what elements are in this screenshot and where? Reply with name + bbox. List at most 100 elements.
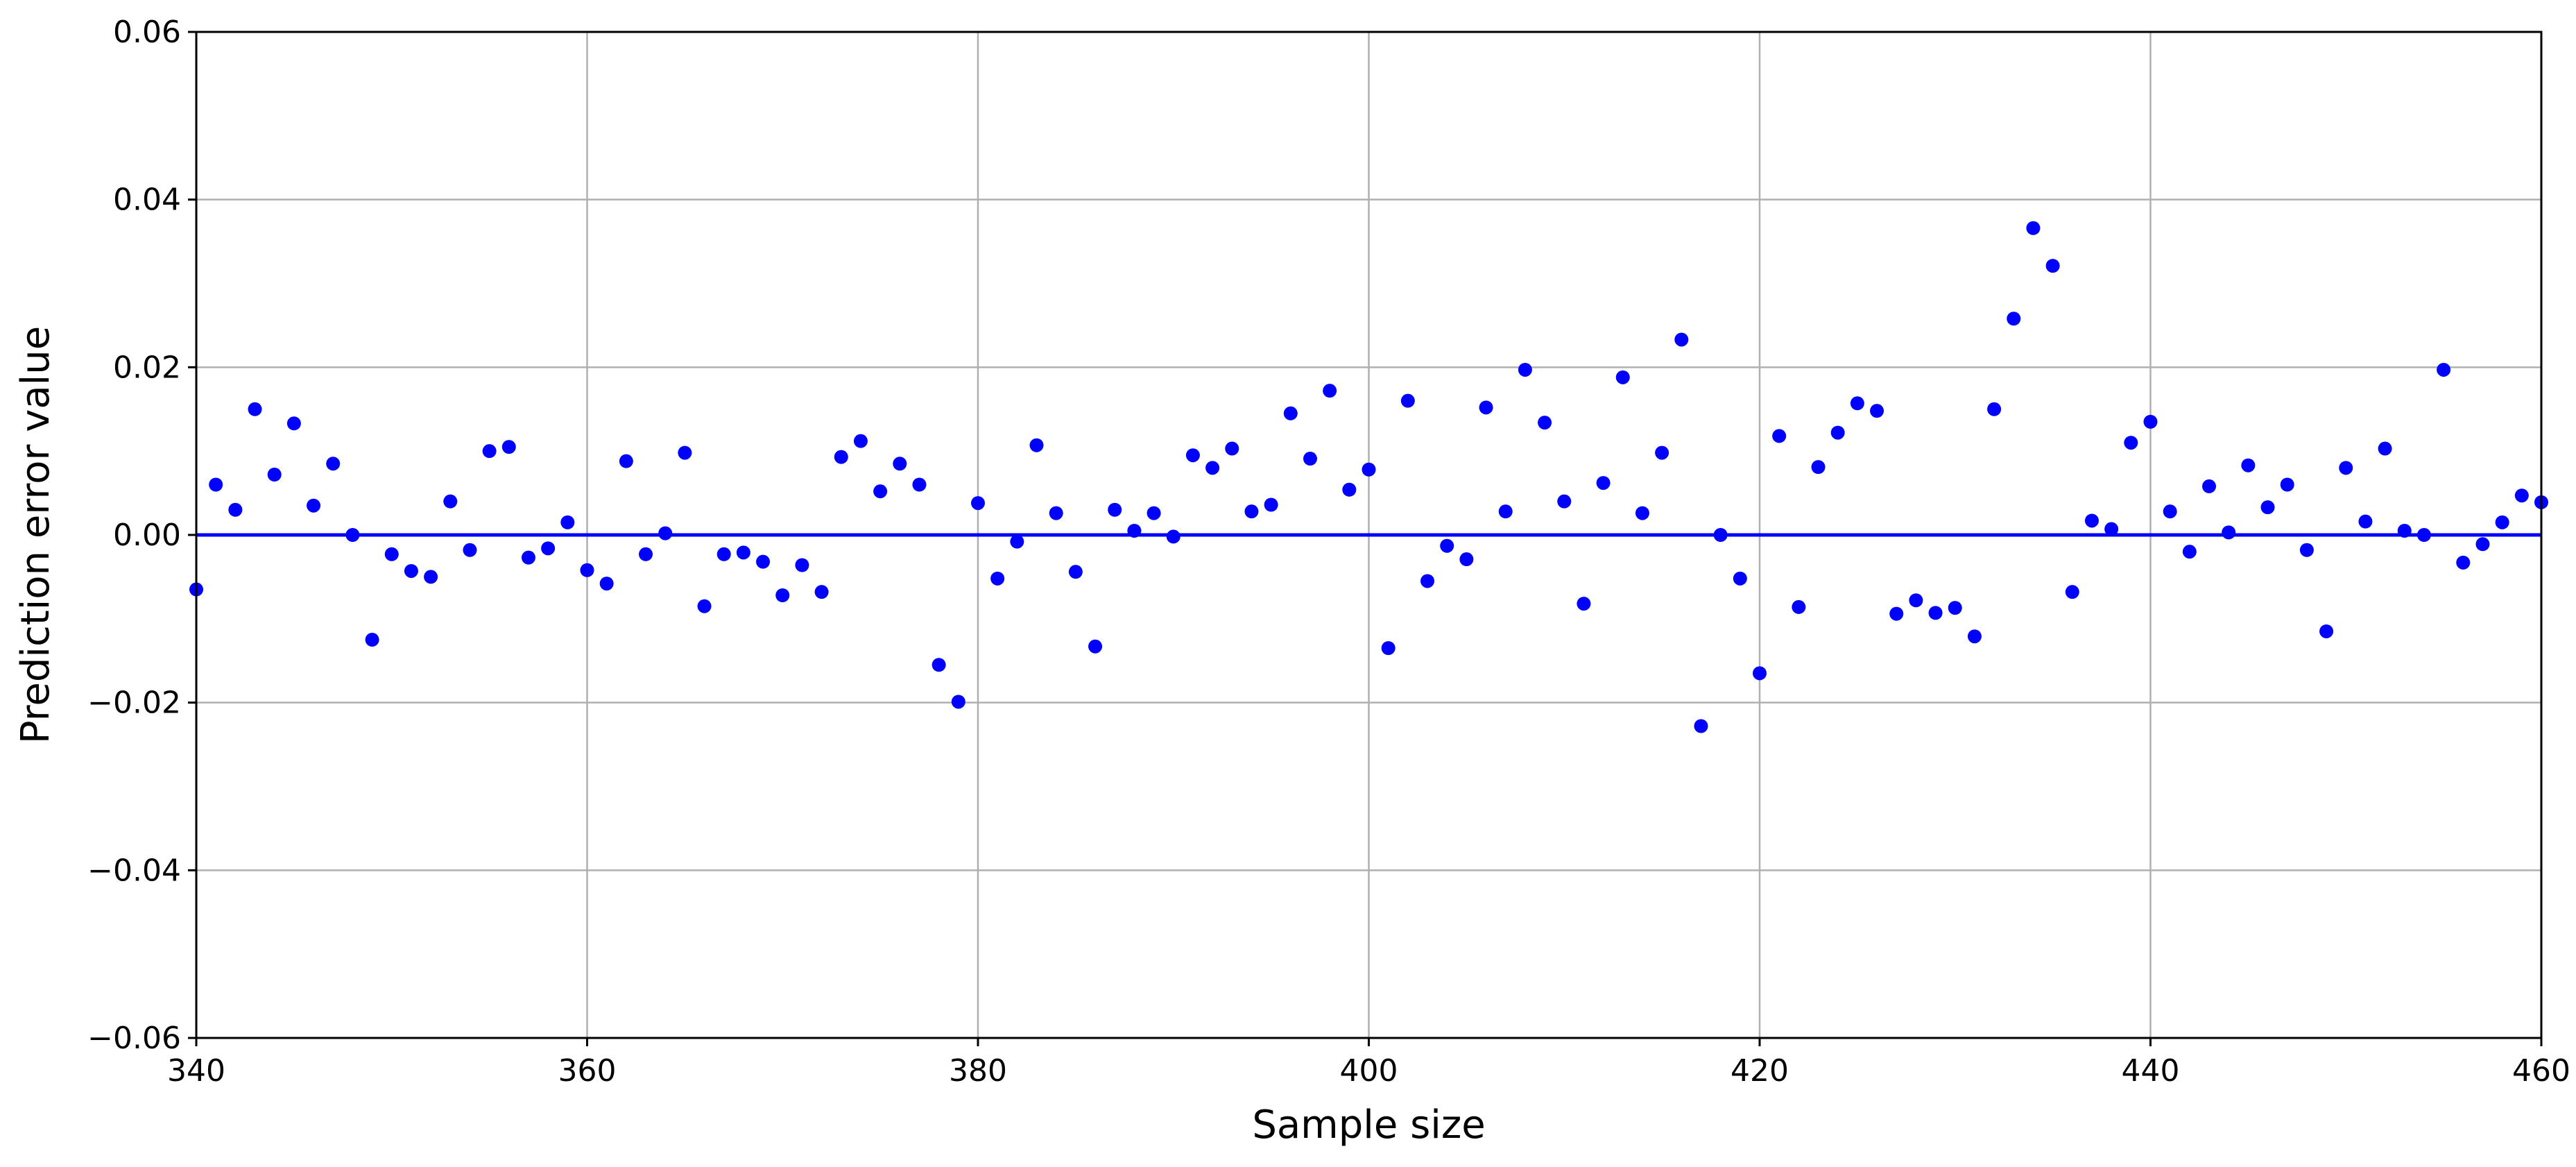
data-point	[1772, 429, 1787, 443]
data-point	[463, 543, 477, 557]
data-point	[541, 541, 556, 556]
data-point	[1635, 506, 1649, 520]
data-point	[307, 498, 321, 513]
data-point	[228, 502, 243, 517]
data-point	[1967, 629, 1982, 644]
data-point	[424, 570, 438, 584]
data-point	[2045, 259, 2060, 273]
data-point	[2124, 436, 2138, 450]
data-point	[404, 563, 418, 578]
data-point	[1948, 601, 1962, 615]
data-point	[1459, 552, 1474, 567]
data-point	[2007, 312, 2021, 326]
data-point	[2358, 514, 2373, 529]
data-point	[345, 528, 360, 542]
data-point	[1596, 476, 1611, 491]
data-point	[286, 416, 301, 431]
ticks-layer	[188, 31, 2543, 1046]
data-point	[2475, 537, 2490, 552]
data-point	[1244, 504, 1259, 519]
x-tick-label: 460	[2512, 1053, 2570, 1089]
data-point	[795, 558, 809, 572]
data-point	[1049, 506, 1063, 520]
data-point	[1205, 461, 1220, 475]
data-point	[384, 547, 399, 561]
data-point	[1283, 406, 1298, 420]
data-point	[1264, 497, 1278, 512]
data-point	[678, 445, 692, 460]
data-point	[1029, 438, 1044, 452]
y-tick-label: 0.02	[113, 350, 181, 385]
data-point	[2378, 441, 2392, 456]
data-point	[1830, 425, 1845, 440]
data-point	[912, 477, 927, 492]
data-point	[1440, 538, 1454, 553]
data-point	[1577, 597, 1591, 611]
data-point	[365, 633, 379, 647]
data-point	[1615, 370, 1630, 384]
data-point	[1342, 482, 1357, 497]
data-point	[1850, 396, 1864, 411]
data-point	[2495, 515, 2509, 529]
data-point	[1400, 393, 1415, 408]
data-point	[2084, 513, 2099, 528]
x-axis-label: Sample size	[1252, 1102, 1485, 1148]
data-point	[599, 577, 614, 591]
data-point	[267, 468, 282, 482]
data-point	[501, 440, 516, 454]
data-point	[736, 545, 750, 560]
data-point	[2163, 504, 2177, 519]
data-point	[873, 484, 888, 499]
data-point	[1088, 639, 1103, 654]
data-point	[639, 547, 653, 561]
points-layer	[189, 221, 2548, 733]
data-point	[1753, 666, 1767, 681]
x-tick-label: 340	[167, 1053, 225, 1089]
data-point	[2339, 461, 2353, 475]
data-point	[1166, 529, 1180, 544]
data-point	[971, 496, 985, 511]
x-tick-label: 380	[949, 1053, 1007, 1089]
data-point	[834, 450, 848, 464]
data-point	[1323, 384, 1337, 398]
data-point	[990, 571, 1005, 586]
y-tick-label: −0.06	[87, 1021, 181, 1056]
data-point	[619, 454, 633, 468]
data-point	[560, 515, 575, 529]
data-point	[1498, 504, 1513, 519]
y-tick-label: 0.06	[113, 15, 181, 50]
data-point	[1225, 441, 1239, 456]
y-tick-label: 0.04	[113, 182, 181, 218]
data-point	[1909, 593, 1923, 608]
data-point	[893, 457, 907, 471]
data-point	[1694, 719, 1708, 733]
data-point	[2299, 543, 2314, 557]
data-point	[1147, 506, 1161, 520]
data-point	[2437, 362, 2451, 377]
data-point	[2222, 525, 2236, 540]
data-point	[697, 599, 712, 613]
data-point	[1362, 462, 1376, 477]
data-point	[2104, 522, 2119, 536]
data-point	[1987, 402, 2002, 416]
data-point	[1185, 448, 1200, 463]
y-axis-label: Prediction error value	[13, 326, 58, 744]
data-point	[1420, 574, 1435, 588]
data-point	[951, 695, 965, 709]
data-point	[1068, 565, 1083, 579]
data-point	[1303, 452, 1317, 466]
data-point	[1928, 606, 1943, 620]
data-point	[2514, 488, 2529, 503]
data-point	[814, 585, 829, 599]
data-point	[2280, 477, 2294, 492]
data-point	[1733, 571, 1747, 586]
data-point	[1538, 416, 1552, 430]
data-point	[1127, 523, 1142, 538]
data-point	[1870, 404, 1884, 418]
data-point	[931, 658, 946, 672]
data-point	[1713, 528, 1728, 542]
data-point	[482, 444, 497, 459]
x-tick-label: 440	[2122, 1053, 2180, 1089]
